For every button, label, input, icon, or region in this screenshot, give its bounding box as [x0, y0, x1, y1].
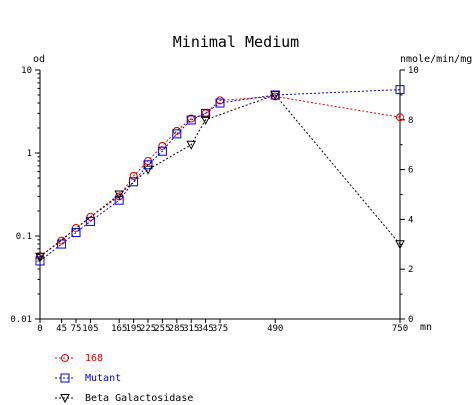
data-point	[86, 212, 95, 221]
left-axis-label: od	[33, 54, 45, 65]
data-point	[85, 216, 95, 226]
data-point	[143, 160, 153, 170]
left-tick-label: 0.01	[10, 315, 32, 325]
series-line	[39, 94, 401, 258]
data-point	[186, 115, 196, 125]
data-point	[129, 171, 138, 180]
x-tick-label: 165	[111, 324, 127, 334]
series-triangle-down	[35, 90, 405, 262]
x-tick-label: 490	[267, 324, 283, 334]
legend-label: Beta Galactosidase	[85, 393, 193, 404]
data-point	[57, 236, 66, 245]
data-point	[35, 252, 45, 262]
data-point	[201, 108, 211, 118]
x-axis-unit: mn	[420, 322, 432, 333]
data-point	[129, 177, 139, 187]
right-axis: 0 2 4 6 8 10	[400, 66, 419, 325]
data-point	[215, 98, 225, 108]
right-tick-label: 4	[408, 215, 413, 225]
data-point	[57, 239, 67, 249]
x-tick-label: 105	[82, 324, 98, 334]
data-point	[114, 190, 125, 200]
data-point	[396, 113, 404, 122]
data-point	[157, 146, 167, 156]
right-tick-label: 10	[408, 66, 419, 76]
left-axis: 0.01 0.1 1 10	[10, 66, 40, 325]
x-tick-label: 255	[154, 324, 170, 334]
legend: 168 Mutant Beta Galactosidase	[55, 353, 193, 404]
left-tick-label: 10	[21, 66, 32, 76]
x-tick-label: 225	[140, 324, 156, 334]
legend-label: Mutant	[85, 373, 121, 384]
right-tick-label: 2	[408, 265, 413, 275]
series-square	[35, 85, 405, 266]
data-point	[270, 90, 281, 100]
x-tick-label: 315	[183, 324, 199, 334]
data-point	[143, 165, 153, 175]
data-point	[200, 115, 211, 125]
right-axis-label: nmole/min/mg	[400, 54, 472, 65]
x-tick-label: 375	[212, 324, 228, 334]
right-tick-label: 8	[408, 116, 413, 126]
x-tick-label: 195	[125, 324, 141, 334]
x-tick-label: 0	[37, 324, 42, 334]
series-line	[39, 89, 401, 262]
x-tick-label: 345	[197, 324, 213, 334]
right-tick-label: 0	[408, 315, 413, 325]
series-line	[39, 95, 401, 257]
data-point	[395, 240, 405, 250]
data-point	[35, 256, 45, 266]
left-tick-label: 0.1	[16, 232, 32, 242]
right-tick-label: 6	[408, 166, 413, 176]
data-point	[186, 140, 197, 150]
legend-label: 168	[85, 353, 103, 364]
x-tick-label: 45	[56, 324, 67, 334]
data-point	[114, 195, 124, 205]
x-tick-label: 750	[392, 324, 408, 334]
data-point	[72, 223, 80, 232]
data-point	[172, 129, 182, 139]
chart-title: Minimal Medium	[173, 33, 299, 51]
data-point	[395, 85, 405, 95]
series-layer	[35, 85, 405, 266]
data-point	[158, 141, 167, 150]
x-tick-label: 75	[71, 324, 82, 334]
series-circle	[36, 92, 404, 261]
x-tick-label: 285	[169, 324, 185, 334]
left-tick-label: 1	[27, 149, 32, 159]
